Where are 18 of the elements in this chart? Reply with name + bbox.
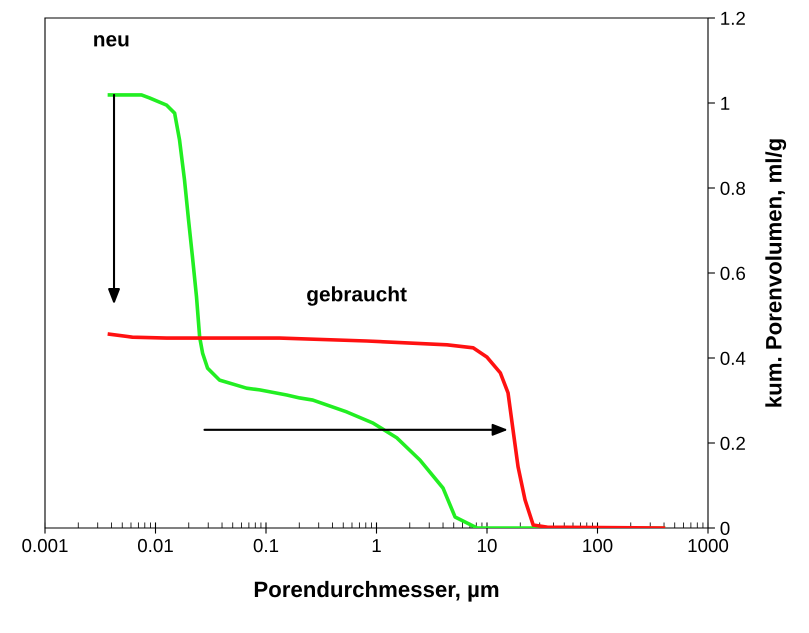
- y2-tick-label: 1.2: [721, 12, 745, 25]
- y2-tick-label: 1: [721, 96, 730, 110]
- x-tick-label: 1000: [688, 538, 728, 552]
- x-tick-label: 1: [372, 539, 381, 552]
- x-tick-label: 10: [478, 538, 497, 552]
- x-tick-label: 100: [583, 538, 612, 552]
- y2-tick-label: 0.8: [720, 182, 746, 195]
- x-axis-title: Porendurchmesser, µm: [254, 580, 498, 602]
- y2-axis-title: kum. Porenvolumen, ml/g: [765, 139, 786, 407]
- y2-tick-label: 0.6: [720, 266, 746, 280]
- x-tick-label: 0.1: [254, 538, 278, 552]
- y2-tick-label: 0.4: [720, 352, 746, 365]
- y2-tick-label: 0.2: [720, 436, 745, 450]
- text: neu: [94, 35, 128, 47]
- series-label: gebraucht: [307, 286, 407, 306]
- x-tick-label: 0.001: [22, 538, 68, 552]
- x-tick-label: 0.01: [138, 538, 173, 552]
- y2-tick-label: 0: [720, 522, 730, 535]
